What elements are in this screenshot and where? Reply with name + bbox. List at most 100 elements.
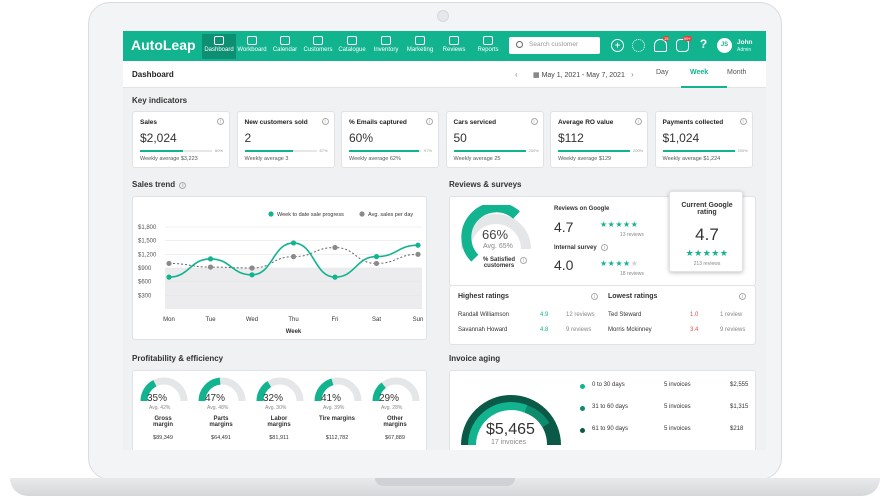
add-icon[interactable]: +: [611, 39, 624, 52]
margin-amount: $112,782: [325, 435, 349, 441]
nav-marketing[interactable]: Marketing: [403, 34, 437, 59]
highest-score: 4.8: [540, 327, 549, 333]
aging-label: 61 to 90 days: [592, 426, 629, 432]
nav-calendar[interactable]: Calendar: [268, 34, 302, 59]
aging-row[interactable]: 31 to 60 days 5 invoices $1,315: [580, 403, 750, 417]
bell-icon[interactable]: [654, 39, 667, 52]
satisfaction-gauge: [461, 205, 531, 262]
margin-item[interactable]: 47% Avg. 48% Parts margins $64,491: [195, 371, 251, 450]
app-logo[interactable]: AutoLeap: [131, 37, 196, 53]
info-icon[interactable]: i: [635, 118, 642, 125]
date-range-text: May 1, 2021 - May 7, 2021: [541, 72, 625, 79]
info-icon[interactable]: i: [179, 182, 187, 189]
search-placeholder: Search customer: [529, 41, 579, 48]
margin-item[interactable]: 32% Avg. 30% Labor margins $81,911: [253, 371, 309, 450]
date-range[interactable]: ▦ May 1, 2021 - May 7, 2021: [533, 71, 625, 79]
key-indicators-title: Key indicators: [132, 96, 188, 105]
sales-progress-point: [290, 240, 297, 246]
nav-dashboard[interactable]: Dashboard: [202, 34, 236, 59]
user-name[interactable]: John: [737, 39, 753, 46]
satisfied-avg: Avg. 65%: [483, 243, 513, 250]
lowest-name[interactable]: Ted Steward: [608, 312, 642, 318]
sales-progress-point: [166, 274, 172, 280]
kpi-progress-pct: 200%: [528, 148, 539, 153]
highest-name[interactable]: Savannah Howard: [458, 327, 508, 333]
kpi-card[interactable]: % Emails captured i 60% 97% Weekly avera…: [341, 111, 439, 168]
lowest-reviews: 9 reviews: [720, 327, 746, 333]
aging-amount: $1,315: [730, 404, 749, 410]
margin-amount: $67,889: [385, 435, 405, 441]
tab-week[interactable]: Week: [690, 69, 709, 76]
margin-avg: Avg. 48%: [207, 405, 229, 411]
kpi-card[interactable]: Average RO value i $112 200% Weekly aver…: [550, 111, 648, 168]
kpi-card[interactable]: Sales i $2,024 60% Weekly average $3,223: [132, 111, 230, 168]
chevron-left-icon[interactable]: ‹: [515, 70, 518, 79]
sales-trend-title: Sales trend i: [132, 180, 187, 189]
kpi-card[interactable]: New customers sold i 2 67% Weekly averag…: [236, 111, 335, 168]
kpi-value: 60%: [349, 131, 374, 145]
info-icon[interactable]: i: [591, 293, 598, 300]
nav-reports[interactable]: Reports: [471, 34, 505, 59]
x-tick-label: Tue: [205, 317, 216, 323]
lowest-reviews: 1 review: [720, 312, 743, 318]
nav-label: Customers: [303, 47, 333, 53]
satisfied-pct: 66%: [482, 227, 509, 242]
x-tick-label: Sat: [372, 317, 381, 323]
margin-avg: Avg. 39%: [323, 405, 345, 411]
margin-avg: Avg. 42%: [149, 405, 171, 411]
nav-workboard[interactable]: Workboard: [235, 34, 269, 59]
info-icon[interactable]: i: [217, 118, 224, 125]
highest-name[interactable]: Randall Williamson: [458, 312, 510, 318]
aging-row[interactable]: 0 to 30 days 5 invoices $2,555: [580, 381, 750, 395]
help-icon[interactable]: ?: [699, 37, 708, 51]
aging-dot: [580, 384, 585, 389]
y-tick-label: $1,800: [138, 225, 157, 231]
info-icon[interactable]: i: [601, 244, 608, 251]
kpi-card[interactable]: Payments collected i $1,024 200% Weekly …: [654, 111, 753, 168]
chevron-right-icon[interactable]: ›: [631, 70, 634, 79]
kpi-progress-track: [453, 150, 526, 152]
kpi-card[interactable]: Cars serviced i 50 200% Weekly average 2…: [445, 111, 544, 168]
legend-avg-marker: [359, 211, 365, 217]
info-icon[interactable]: i: [739, 293, 746, 300]
tab-day[interactable]: Day: [656, 69, 669, 76]
invoice-aging-card: $5,465 17 invoices 0 to 30 days 5 invoic…: [449, 370, 756, 450]
y-tick-label: $1,200: [138, 252, 157, 258]
tab-month[interactable]: Month: [727, 69, 747, 76]
info-icon[interactable]: i: [530, 118, 538, 125]
kpi-value: $112: [558, 131, 584, 145]
margin-item[interactable]: 41% Avg. 39% Tire margins $112,782: [311, 371, 367, 450]
aging-count: 5 invoices: [664, 404, 691, 410]
margin-amount: $64,491: [211, 435, 231, 441]
aging-arc-0-30: [468, 402, 528, 446]
aging-row[interactable]: 61 to 90 days 5 invoices $218: [580, 425, 750, 439]
kpi-value: $2,024: [140, 131, 177, 145]
margin-pct: 35%: [147, 393, 168, 404]
notification-badge: 15: [663, 36, 670, 41]
info-icon[interactable]: i: [520, 257, 527, 264]
info-icon[interactable]: i: [739, 118, 747, 125]
nav-reviews[interactable]: Reviews: [437, 34, 471, 59]
search-input[interactable]: Search customer: [509, 37, 600, 54]
info-icon[interactable]: i: [321, 118, 329, 125]
nav-customers[interactable]: Customers: [301, 34, 335, 59]
nav-inventory[interactable]: Inventory: [369, 34, 403, 59]
bar-chart-icon: [483, 36, 493, 45]
margin-amount: $81,911: [269, 435, 289, 441]
margin-gauge-fill: [140, 380, 157, 402]
message-icon[interactable]: [676, 39, 689, 52]
ratings-card: Highest ratings i Lowest ratings i Randa…: [449, 285, 756, 345]
nav-label: Dashboard: [204, 47, 234, 53]
kpi-weekly-average: Weekly average 25: [453, 156, 501, 162]
nav-catalogue[interactable]: Catalogue: [335, 34, 369, 59]
avatar[interactable]: JS: [717, 38, 732, 53]
margin-item[interactable]: 29% Avg. 28% Other margins $67,889: [369, 371, 425, 450]
margin-gauge: [140, 377, 188, 402]
highest-title: Highest ratings: [458, 293, 509, 300]
board-icon: [247, 36, 257, 45]
info-icon[interactable]: i: [426, 118, 433, 125]
gear-icon[interactable]: [632, 39, 645, 52]
lowest-name[interactable]: Morris Mckinney: [608, 327, 652, 333]
aging-amount: $2,555: [730, 382, 749, 388]
margin-item[interactable]: 35% Avg. 42% Gross margin $89,349: [137, 371, 193, 450]
